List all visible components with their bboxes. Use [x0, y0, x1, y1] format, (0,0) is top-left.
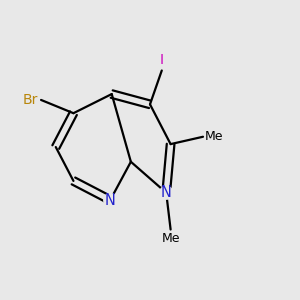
Circle shape: [160, 186, 173, 199]
Text: N: N: [105, 193, 116, 208]
Text: Br: Br: [22, 93, 38, 107]
Text: Me: Me: [161, 232, 180, 245]
Text: N: N: [161, 185, 172, 200]
Circle shape: [104, 194, 117, 206]
Text: I: I: [160, 53, 164, 67]
Text: Me: Me: [205, 130, 223, 143]
